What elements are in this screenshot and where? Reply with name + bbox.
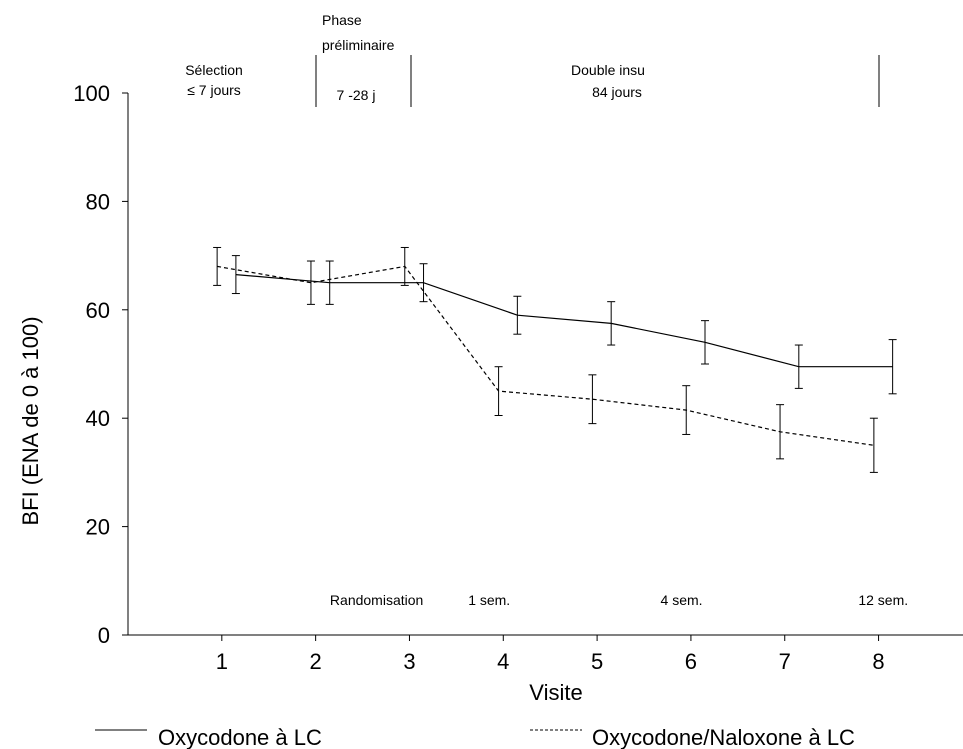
y-tick-label: 80 xyxy=(86,189,110,214)
error-bar xyxy=(325,260,334,305)
error-bar xyxy=(513,295,522,335)
legend-label-oxycodone: Oxycodone à LC xyxy=(158,725,322,749)
phase-selection-title: Sélection xyxy=(185,62,243,78)
timeline-annotation: Randomisation xyxy=(330,592,423,608)
error-bar xyxy=(213,246,222,286)
series-line-0 xyxy=(235,274,893,368)
error-bar xyxy=(231,255,240,295)
timeline-annotations: Randomisation 1 sem. 4 sem. 12 sem. xyxy=(330,592,908,608)
phase-selection-duration: ≤ 7 jours xyxy=(187,82,241,98)
error-bar xyxy=(700,320,709,365)
x-tick-label: 7 xyxy=(779,649,791,674)
y-tick-label: 60 xyxy=(86,298,110,323)
x-tick-label: 6 xyxy=(685,649,697,674)
timeline-annotation: 12 sem. xyxy=(858,592,908,608)
error-bar xyxy=(682,385,691,435)
series-layer xyxy=(213,246,897,473)
error-bar xyxy=(869,417,878,473)
error-bar xyxy=(794,344,803,389)
phase-preliminary-subtitle: préliminaire xyxy=(322,37,395,53)
error-bar xyxy=(400,246,409,286)
phase-doubleblind-title: Double insu xyxy=(571,62,645,78)
x-tick-label: 8 xyxy=(872,649,884,674)
x-ticks: 1 2 3 4 5 6 7 8 xyxy=(216,635,885,674)
y-tick-label: 0 xyxy=(98,623,110,648)
phase-preliminary-duration: 7 -28 j xyxy=(337,87,376,103)
error-bar xyxy=(588,374,597,425)
y-tick-label: 40 xyxy=(86,406,110,431)
x-tick-label: 3 xyxy=(403,649,415,674)
error-bar xyxy=(306,260,315,305)
error-bar xyxy=(607,301,616,346)
timeline-annotation: 4 sem. xyxy=(661,592,703,608)
x-tick-label: 5 xyxy=(591,649,603,674)
legend: Oxycodone à LC Oxycodone/Naloxone à LC xyxy=(95,725,855,749)
series-line-1 xyxy=(216,265,874,446)
x-tick-label: 4 xyxy=(497,649,509,674)
x-tick-label: 1 xyxy=(216,649,228,674)
y-tick-label: 100 xyxy=(73,81,110,106)
y-ticks: 0 20 40 60 80 100 xyxy=(73,81,128,648)
error-bar xyxy=(888,339,897,395)
axes: 0 20 40 60 80 100 1 2 3 4 5 6 7 8 BFI (ENA de 0 à 10… xyxy=(18,81,963,705)
x-axis-title: Visite xyxy=(529,680,582,705)
phase-doubleblind-duration: 84 jours xyxy=(592,84,642,100)
phase-preliminary-title: Phase xyxy=(322,12,362,28)
y-axis-title: BFI (ENA de 0 à 100) xyxy=(18,316,43,525)
phase-header: Sélection ≤ 7 jours Phase préliminaire 7… xyxy=(185,12,880,107)
x-tick-label: 2 xyxy=(310,649,322,674)
timeline-annotation: 1 sem. xyxy=(468,592,510,608)
y-tick-label: 20 xyxy=(86,515,110,540)
legend-label-oxycodone-naloxone: Oxycodone/Naloxone à LC xyxy=(592,725,855,749)
error-bar xyxy=(776,404,785,460)
error-bar xyxy=(494,366,503,416)
error-bar xyxy=(419,263,428,303)
